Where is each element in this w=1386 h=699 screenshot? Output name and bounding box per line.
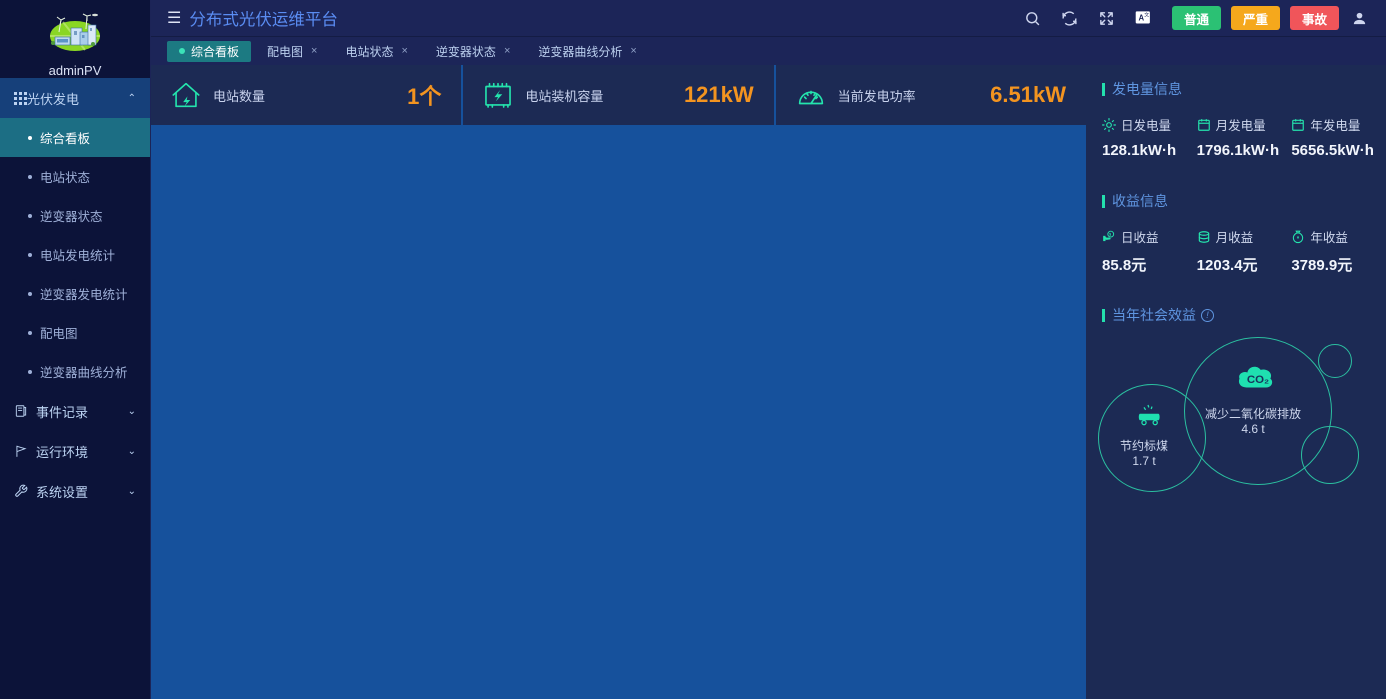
svg-text:$: $ xyxy=(1109,232,1111,236)
svg-text:CO₂: CO₂ xyxy=(1247,374,1269,386)
